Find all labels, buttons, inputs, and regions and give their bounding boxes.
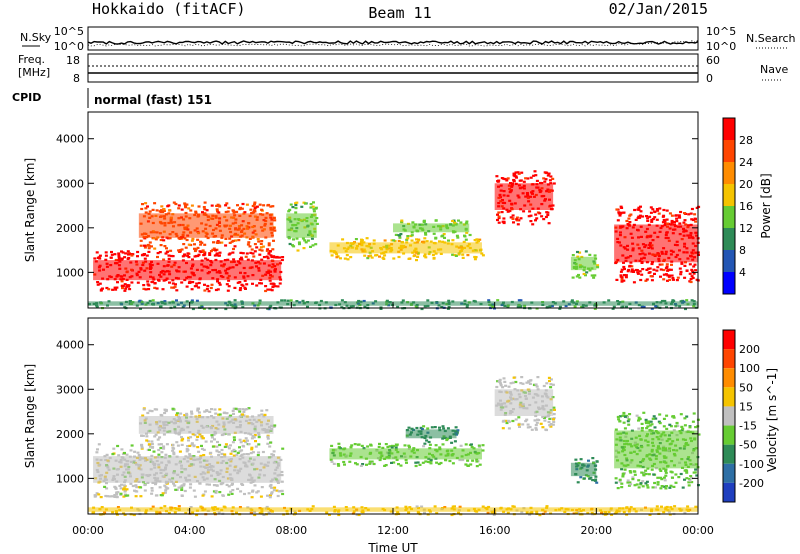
power-region-6 — [494, 170, 556, 226]
power-colorbar-swatch-2 — [723, 162, 735, 184]
power-ytick-label-1: 2000 — [56, 222, 84, 235]
freq-panel-frame — [87, 53, 699, 83]
velocity-colorbar-swatch-4 — [723, 406, 735, 426]
power-region-1 — [93, 250, 285, 293]
noise-left-label: N.Sky — [20, 31, 52, 44]
power-ylabel: Slant Range [km] — [23, 158, 37, 262]
noise-left-tick-top: 10^5 — [54, 25, 84, 38]
velocity-colorbar-label: Velocity [m s^-1] — [765, 368, 779, 472]
power-colorbar-swatch-0 — [723, 118, 735, 140]
noise-panel-frame — [87, 26, 699, 51]
xtick-label-2: 08:00 — [275, 524, 307, 537]
freq-right-tick-top: 60 — [706, 54, 720, 67]
power-colorbar-tick-0: 4 — [739, 266, 746, 279]
velocity-colorbar-swatch-7 — [723, 463, 735, 483]
beam-title: Beam 11 — [368, 4, 431, 22]
freq-right-tick-bottom: 0 — [706, 72, 713, 85]
velocity-colorbar-tick-5: -50 — [739, 439, 757, 452]
velocity-colorbar-frame — [722, 329, 736, 503]
xtick-label-6: 00:00 — [682, 524, 714, 537]
velocity-colorbar-swatch-5 — [723, 425, 735, 445]
power-colorbar-swatch-4 — [723, 206, 735, 228]
power-colorbar-swatch-1 — [723, 140, 735, 162]
xtick-label-1: 04:00 — [174, 524, 206, 537]
xtick-label-4: 16:00 — [479, 524, 511, 537]
power-colorbar-swatch-6 — [723, 250, 735, 272]
power-ytick-label-0: 1000 — [56, 266, 84, 279]
velocity-colorbar-tick-2: 50 — [739, 381, 753, 394]
date-title: 02/Jan/2015 — [609, 0, 708, 18]
power-region-5 — [393, 219, 472, 239]
noise-sky-trace — [87, 40, 699, 45]
freq-label-2: [MHz] — [18, 66, 50, 79]
power-colorbar-swatch-7 — [723, 272, 735, 294]
power-ytick-label-2: 3000 — [56, 177, 84, 190]
power-colorbar-tick-4: 20 — [739, 178, 753, 191]
velocity-colorbar-tick-1: 100 — [739, 362, 760, 375]
velocity-colorbar-tick-7: -200 — [739, 477, 764, 490]
noise-right-tick-bottom: 10^0 — [706, 40, 736, 53]
power-region-8 — [614, 205, 701, 284]
power-colorbar-tick-3: 16 — [739, 200, 753, 213]
velocity-region-7 — [614, 411, 701, 490]
power-colorbar-tick-6: 28 — [739, 134, 753, 147]
velocity-region-6 — [570, 457, 599, 484]
freq-label-1: Freq. — [18, 53, 45, 66]
velocity-colorbar-swatch-8 — [723, 482, 735, 502]
velocity-ytick-label-1: 2000 — [56, 428, 84, 441]
xtick-label-5: 20:00 — [580, 524, 612, 537]
velocity-colorbar-swatch-3 — [723, 387, 735, 407]
power-region-7 — [570, 250, 600, 279]
velocity-ytick-label-3: 4000 — [56, 339, 84, 352]
velocity-region-3 — [329, 442, 485, 468]
velocity-region-1 — [93, 442, 285, 499]
power-ytick-label-3: 4000 — [56, 133, 84, 146]
power-colorbar-tick-2: 12 — [739, 222, 753, 235]
power-colorbar-swatch-3 — [723, 184, 735, 206]
noise-right-tick-top: 10^5 — [706, 25, 736, 38]
power-colorbar-label: Power [dB] — [759, 173, 773, 238]
power-colorbar-swatch-5 — [723, 228, 735, 250]
noise-search-trace — [87, 40, 699, 47]
velocity-colorbar-tick-6: -100 — [739, 458, 764, 471]
xtick-label-0: 00:00 — [72, 524, 104, 537]
noise-right-label: N.Search — [746, 32, 796, 45]
station-title: Hokkaido (fitACF) — [92, 0, 246, 18]
velocity-ytick-label-2: 3000 — [56, 383, 84, 396]
noise-left-tick-bottom: 10^0 — [54, 40, 84, 53]
power-region-3 — [286, 201, 319, 252]
velocity-ylabel: Slant Range [km] — [23, 364, 37, 468]
velocity-colorbar-swatch-1 — [723, 349, 735, 369]
cpid-text: normal (fast) 151 — [94, 93, 212, 107]
velocity-colorbar-swatch-0 — [723, 330, 735, 350]
velocity-colorbar-tick-4: -15 — [739, 420, 757, 433]
power-colorbar-tick-5: 24 — [739, 156, 753, 169]
freq-left-tick-top: 18 — [66, 54, 80, 67]
freq-left-tick-bottom: 8 — [73, 72, 80, 85]
velocity-colorbar-tick-0: 200 — [739, 343, 760, 356]
x-axis-label: Time UT — [367, 541, 418, 554]
velocity-region-5 — [494, 376, 556, 432]
xtick-label-3: 12:00 — [377, 524, 409, 537]
nave-label: Nave — [760, 63, 788, 76]
velocity-colorbar-swatch-6 — [723, 444, 735, 464]
velocity-ytick-label-0: 1000 — [56, 472, 84, 485]
velocity-region-4 — [405, 425, 460, 445]
velocity-colorbar-tick-3: 15 — [739, 400, 753, 413]
velocity-region-2 — [138, 407, 277, 445]
velocity-colorbar-swatch-2 — [723, 368, 735, 388]
power-region-4 — [329, 236, 485, 262]
power-colorbar-tick-1: 8 — [739, 244, 746, 257]
power-colorbar-frame — [722, 117, 736, 295]
power-region-2 — [138, 201, 277, 253]
cpid-label: CPID — [12, 91, 41, 104]
